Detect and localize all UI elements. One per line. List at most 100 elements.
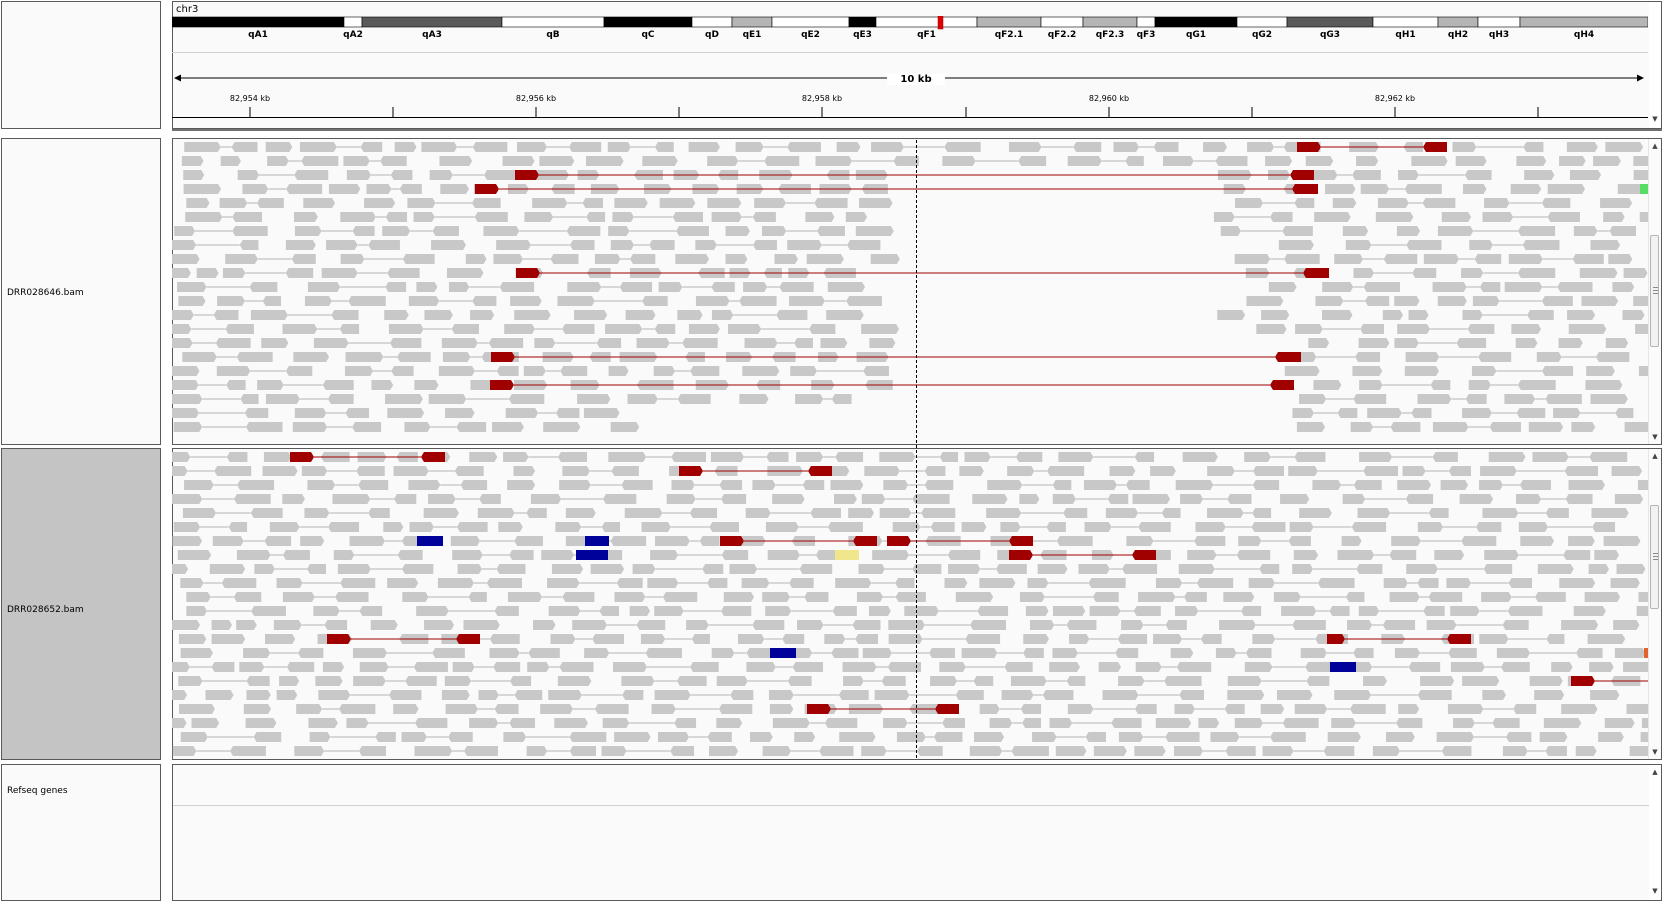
- read: [1382, 620, 1416, 630]
- scroll-up-arrow-icon[interactable]: ▲: [1652, 452, 1658, 460]
- read: [516, 268, 540, 278]
- read: [719, 480, 743, 490]
- read: [1398, 704, 1420, 714]
- read: [387, 578, 419, 588]
- chromosome-label[interactable]: chr3: [176, 4, 199, 15]
- center-line: [916, 140, 917, 758]
- track-label-drr028652: DRR028652.bam: [7, 605, 84, 615]
- read: [614, 732, 651, 742]
- read: [1292, 408, 1314, 418]
- read: [1428, 592, 1463, 602]
- read: [300, 536, 325, 546]
- read: [1207, 466, 1235, 476]
- read-interchromosomal: [835, 550, 859, 560]
- header-scrollbar[interactable]: ▼: [1649, 2, 1661, 128]
- read: [838, 690, 869, 700]
- read: [852, 620, 881, 630]
- read: [498, 522, 523, 532]
- read: [186, 198, 210, 208]
- track-data-refseq[interactable]: ▲ ▼: [172, 764, 1662, 901]
- scroll-up-arrow-icon[interactable]: ▲: [1652, 768, 1658, 776]
- scroll-thumb[interactable]: [1650, 505, 1659, 609]
- read: [166, 338, 193, 348]
- read: [887, 536, 911, 546]
- alignment-reads-drr028652[interactable]: [162, 450, 1670, 758]
- track-name-drr028646[interactable]: DRR028646.bam: [1, 138, 161, 445]
- scroll-down-arrow-icon[interactable]: ▼: [1652, 887, 1658, 895]
- scroll-thumb[interactable]: [1650, 235, 1659, 347]
- read: [183, 184, 222, 194]
- read: [1360, 324, 1384, 334]
- ideogram-band: [875, 16, 978, 28]
- read: [1194, 536, 1226, 546]
- read: [493, 254, 524, 264]
- read: [353, 676, 386, 686]
- refseq-scrollbar[interactable]: ▲ ▼: [1649, 765, 1661, 900]
- read: [441, 690, 470, 700]
- read: [1113, 142, 1140, 152]
- read: [1359, 380, 1383, 390]
- header-separator[interactable]: [172, 129, 1662, 131]
- read: [948, 564, 981, 574]
- read: [1299, 394, 1327, 404]
- read: [313, 606, 340, 616]
- ideogram-band: [1519, 16, 1649, 28]
- read: [979, 578, 1016, 588]
- read: [240, 394, 259, 404]
- read: [178, 296, 206, 306]
- read: [1010, 676, 1047, 686]
- track-name-drr028652[interactable]: DRR028652.bam: [1, 448, 161, 760]
- read: [309, 732, 331, 742]
- read: [297, 648, 324, 658]
- read: [167, 394, 203, 404]
- chromosome-ideogram[interactable]: qA1 qA2 qA3 qB qC qD qE1 qE2 qE3 qF1 qF2.1 qF2.2 qF2…: [171, 15, 1649, 42]
- read: [1594, 550, 1620, 560]
- read: [972, 494, 1008, 504]
- read: [636, 338, 670, 348]
- read: [1417, 690, 1452, 700]
- scroll-down-arrow-icon[interactable]: ▼: [1652, 748, 1658, 756]
- read: [649, 240, 675, 250]
- scroll-down-arrow-icon[interactable]: ▼: [1652, 115, 1658, 123]
- read: [674, 718, 697, 728]
- read: [407, 198, 436, 208]
- read: [364, 198, 396, 208]
- read: [1027, 578, 1049, 588]
- track1-scrollbar[interactable]: ▲ ▼: [1648, 139, 1661, 444]
- read: [1329, 606, 1350, 616]
- read: [1183, 592, 1207, 602]
- read: [921, 508, 956, 518]
- read: [225, 254, 258, 264]
- read: [276, 690, 298, 700]
- read: [831, 648, 859, 658]
- read: [1353, 648, 1374, 658]
- ideogram-band: [1136, 16, 1156, 28]
- read: [1195, 522, 1226, 532]
- read: [709, 746, 739, 756]
- ideogram-band: [1286, 16, 1374, 28]
- read: [1633, 170, 1668, 180]
- read: [337, 564, 371, 574]
- read: [413, 662, 448, 672]
- read: [178, 676, 203, 686]
- read: [496, 240, 531, 250]
- read: [1461, 268, 1484, 278]
- scroll-down-arrow-icon[interactable]: ▼: [1652, 433, 1658, 441]
- alignment-reads-drr028646[interactable]: [165, 140, 1672, 443]
- scroll-up-arrow-icon[interactable]: ▲: [1652, 142, 1658, 150]
- read: [368, 508, 390, 518]
- read: [463, 620, 500, 630]
- track2-scrollbar[interactable]: ▲ ▼: [1648, 449, 1661, 759]
- read: [496, 564, 526, 574]
- ruler[interactable]: 10 kb 82,954 kb 82,956 kb 82,958 kb 82,960 k…: [172, 71, 1648, 122]
- read: [1247, 142, 1275, 152]
- read: [230, 746, 266, 756]
- read: [1524, 170, 1555, 180]
- read: [282, 324, 318, 334]
- read: [1367, 408, 1402, 418]
- read: [677, 394, 711, 404]
- read: [653, 366, 676, 376]
- ideogram-band: [976, 16, 1042, 28]
- track-name-refseq[interactable]: Refseq genes: [1, 764, 161, 901]
- read: [405, 676, 437, 686]
